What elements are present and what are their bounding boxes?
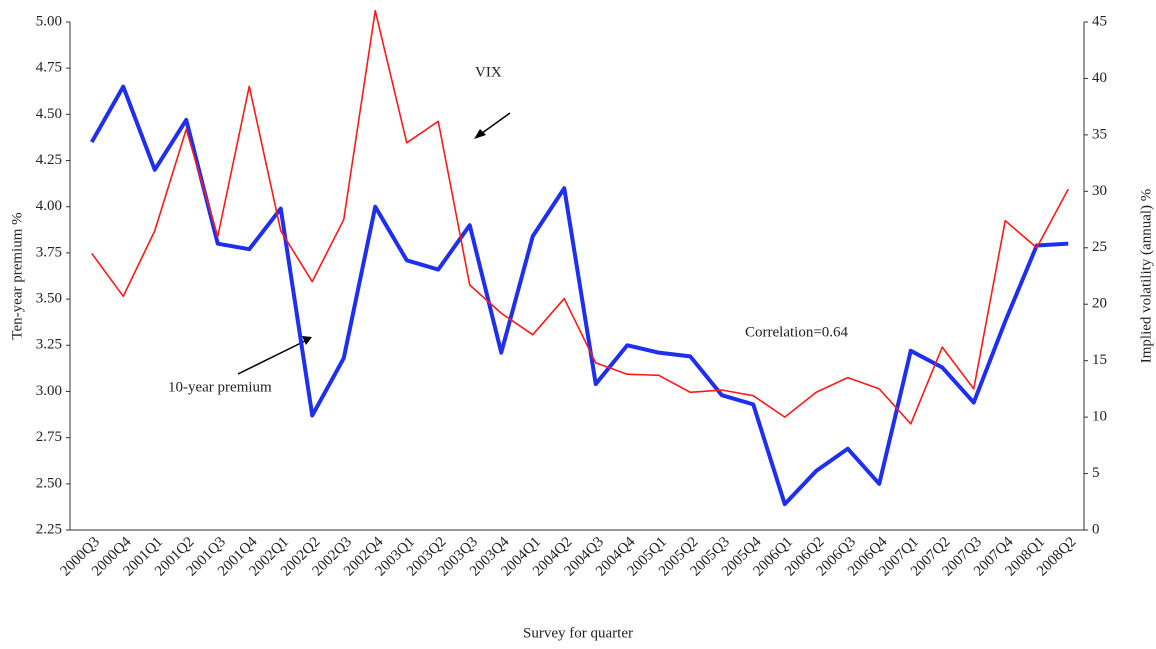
y-tick-label: 4.25: [36, 152, 62, 168]
series-line: [91, 9, 1069, 425]
y-tick-label: 4.75: [36, 60, 62, 76]
y-axis-label: Ten-year premium %: [9, 212, 25, 339]
y2-tick-label: 0: [1092, 521, 1100, 537]
y-tick-label: 4.50: [36, 106, 62, 122]
y-tick-label: 2.75: [36, 429, 62, 445]
annotation: 10-year premium: [168, 379, 272, 395]
y-tick-label: 3.25: [36, 337, 62, 353]
y2-tick-label: 30: [1092, 183, 1107, 199]
x-axis-label: Survey for quarter: [523, 625, 633, 641]
y-tick-label: 2.50: [36, 475, 62, 491]
series-line: [90, 84, 1069, 507]
y-tick-label: 3.75: [36, 244, 62, 260]
y2-tick-label: 15: [1092, 352, 1107, 368]
arrow: [237, 339, 308, 375]
y-tick-label: 3.00: [36, 383, 62, 399]
y2-tick-label: 25: [1092, 239, 1107, 255]
arrow-head: [474, 129, 486, 139]
arrow-head: [302, 336, 312, 345]
y-tick-label: 3.50: [36, 291, 62, 307]
y2-tick-label: 20: [1092, 296, 1107, 312]
y2-tick-label: 10: [1092, 409, 1107, 425]
y2-axis-label: Implied volatility (annual) %: [1138, 189, 1154, 364]
y2-tick-label: 40: [1092, 70, 1107, 86]
arrow: [477, 112, 511, 137]
y2-tick-label: 35: [1092, 126, 1107, 142]
y2-tick-label: 45: [1092, 13, 1107, 29]
annotation: VIX: [475, 64, 502, 80]
y-tick-label: 4.00: [36, 198, 62, 214]
annotation: Correlation=0.64: [745, 324, 849, 340]
y-tick-label: 2.25: [36, 521, 62, 537]
y2-tick-label: 5: [1092, 465, 1100, 481]
y-tick-label: 5.00: [36, 13, 62, 29]
